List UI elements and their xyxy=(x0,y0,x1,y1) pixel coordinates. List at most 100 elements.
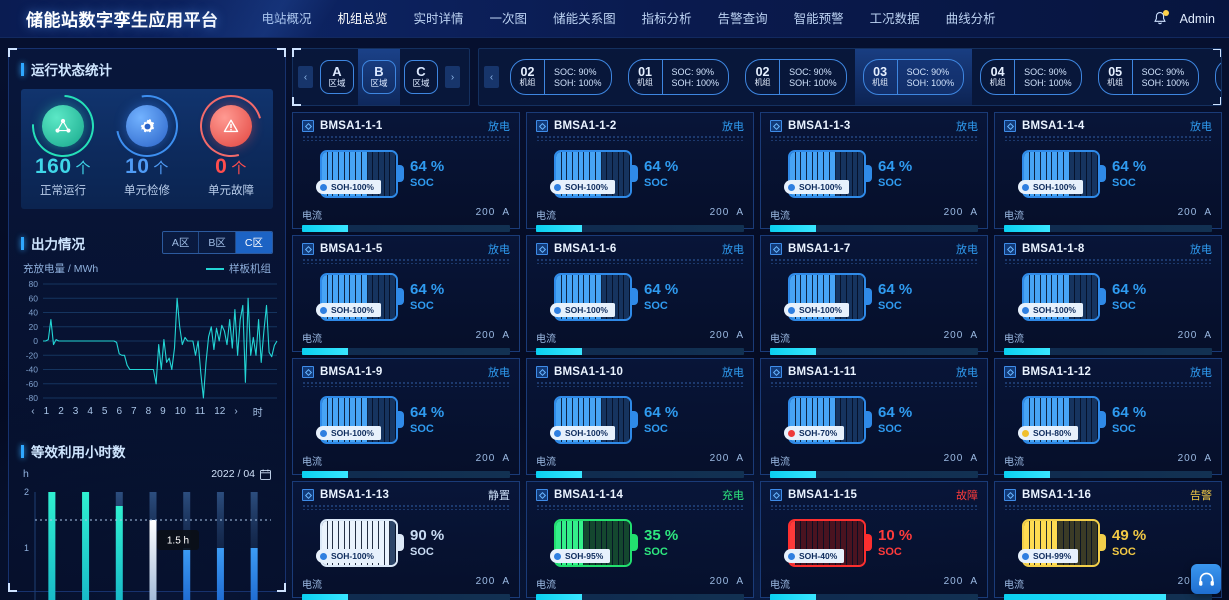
battery-card[interactable]: BMSA1-1-13 静置 SOH-100% 90 % SOC 电流 200 A xyxy=(292,481,520,600)
nav-item-4[interactable]: 一次图 xyxy=(489,11,528,26)
nav-item-5[interactable]: 储能关系图 xyxy=(553,11,616,26)
unit-metrics: SOC: 90% SOH: 100% xyxy=(545,60,611,94)
zone-button-A[interactable]: A 区域 xyxy=(316,49,358,105)
nav-item-8[interactable]: 智能预警 xyxy=(793,11,844,26)
battery-cell xyxy=(1092,521,1098,565)
status-stat-2: 10 个单元检修 xyxy=(105,100,188,197)
battery-cell xyxy=(390,398,396,442)
battery-cell xyxy=(801,275,808,319)
battery-cell xyxy=(327,521,334,565)
hours-chart-header: h 2022 / 04 xyxy=(9,461,285,480)
battery-cell xyxy=(356,152,362,196)
battery-card[interactable]: BMSA1-1-4 放电 SOH-100% 64 % SOC 电流 200 A xyxy=(994,112,1222,232)
zone-button-B[interactable]: B 区域 xyxy=(358,49,400,105)
output-legend: 样板机组 xyxy=(206,261,271,276)
hours-panel-title: 等效利用小时数 xyxy=(9,431,285,461)
battery-card[interactable]: BMSA1-1-11 放电 SOH-70% 64 % SOC 电流 200 A xyxy=(760,358,988,478)
unit-button-5[interactable]: 04 机组 SOC: 90% SOH: 100% xyxy=(972,49,1090,105)
nav-item-2[interactable]: 机组总览 xyxy=(337,11,388,26)
nav-item-3[interactable]: 实时详情 xyxy=(413,11,464,26)
unit-button-2[interactable]: 01 机组 SOC: 90% SOH: 100% xyxy=(620,49,738,105)
bell-icon[interactable] xyxy=(1152,10,1169,27)
battery-cell xyxy=(846,275,853,319)
output-zone-tab-C区[interactable]: C区 xyxy=(234,232,272,253)
unit-button-1[interactable]: 02 机组 SOC: 90% SOH: 100% xyxy=(502,49,620,105)
card-footer: 电流 200 A xyxy=(1004,326,1212,355)
battery-cell xyxy=(356,398,362,442)
notification-badge-dot xyxy=(1162,10,1169,16)
unit-button-6[interactable]: 05 机组 SOC: 90% SOH: 100% xyxy=(1090,49,1208,105)
nav-item-9[interactable]: 工况数据 xyxy=(869,11,920,26)
battery-graphic: SOH-100% xyxy=(550,150,638,198)
battery-card[interactable]: BMSA1-1-3 放电 SOH-100% 64 % SOC 电流 200 A xyxy=(760,112,988,232)
battery-card[interactable]: BMSA1-1-14 充电 SOH-95% 35 % SOC 电流 200 A xyxy=(526,481,754,600)
unit-button-7[interactable]: 06机组SOC: 90%SOH: 100% xyxy=(1207,49,1221,105)
user-menu[interactable]: Admin xyxy=(1179,12,1215,26)
xaxis-next-button[interactable]: › xyxy=(234,406,238,417)
month-picker[interactable]: 2022 / 04 xyxy=(211,468,271,480)
support-button[interactable] xyxy=(1191,564,1221,594)
battery-card[interactable]: BMSA1-1-6 放电 SOH-100% 64 % SOC 电流 200 A xyxy=(526,235,754,355)
unit-list: 02 机组 SOC: 90% SOH: 100% 01 机组 SOC: 90% SOH: 10… xyxy=(502,49,1221,105)
battery-cell xyxy=(790,275,796,319)
battery-cell xyxy=(1035,398,1042,442)
nav-item-6[interactable]: 指标分析 xyxy=(641,11,692,26)
current-value: 200 A xyxy=(1177,453,1212,464)
battery-module-icon xyxy=(536,366,548,378)
headset-support-icon xyxy=(1198,572,1214,586)
card-title: BMSA1-1-1 xyxy=(320,120,383,132)
battery-card[interactable]: BMSA1-1-1 放电 SOH-100% 64 % SOC 电流 200 A xyxy=(292,112,520,232)
battery-card-grid: BMSA1-1-1 放电 SOH-100% 64 % SOC 电流 200 A BMSA1-1… xyxy=(292,112,1222,600)
card-footer: 电流 200 A xyxy=(770,326,978,355)
soh-status-dot xyxy=(788,552,795,560)
unit-prev-button[interactable]: ‹ xyxy=(484,66,499,88)
battery-card[interactable]: BMSA1-1-7 放电 SOH-100% 64 % SOC 电流 200 A xyxy=(760,235,988,355)
battery-graphic: SOH-99% xyxy=(1018,519,1106,567)
battery-card[interactable]: BMSA1-1-2 放电 SOH-100% 64 % SOC 电流 200 A xyxy=(526,112,754,232)
battery-card[interactable]: BMSA1-1-15 故障 SOH-40% 10 % SOC 电流 200 A xyxy=(760,481,988,600)
card-title-wrap: BMSA1-1-6 xyxy=(536,243,617,255)
battery-card[interactable]: BMSA1-1-9 放电 SOH-100% 64 % SOC 电流 200 A xyxy=(292,358,520,478)
unit-button-4[interactable]: 03 机组 SOC: 90% SOH: 100% xyxy=(854,49,973,105)
battery-graphic: SOH-100% xyxy=(784,273,872,321)
output-zone-tab-B区[interactable]: B区 xyxy=(198,232,235,253)
nav-item-7[interactable]: 告警查询 xyxy=(717,11,768,26)
soh-status-dot xyxy=(1022,183,1029,191)
soh-status-dot xyxy=(554,552,561,560)
card-footer: 电流 200 A xyxy=(770,572,978,600)
soh-status-dot xyxy=(320,306,327,314)
battery-card[interactable]: BMSA1-1-12 放电 SOH-80% 64 % SOC 电流 200 A xyxy=(994,358,1222,478)
soh-status-dot xyxy=(320,183,327,191)
soh-tag: SOH-100% xyxy=(550,303,615,317)
current-value: 200 A xyxy=(943,330,978,341)
nav-item-1[interactable]: 电站概况 xyxy=(261,11,312,26)
xaxis-prev-button[interactable]: ‹ xyxy=(31,406,35,417)
unit-button-3[interactable]: 02 机组 SOC: 90% SOH: 100% xyxy=(737,49,855,105)
battery-cell xyxy=(567,275,574,319)
hours-unit-label: h xyxy=(23,468,29,480)
card-dot-pattern xyxy=(302,504,510,510)
battery-card[interactable]: BMSA1-1-10 放电 SOH-100% 64 % SOC 电流 200 A xyxy=(526,358,754,478)
output-zone-tab-A区[interactable]: A区 xyxy=(162,232,199,253)
zone-prev-button[interactable]: ‹ xyxy=(298,66,313,88)
battery-cell xyxy=(858,398,864,442)
soc-unit: SOC xyxy=(410,422,434,435)
battery-cell xyxy=(327,398,334,442)
battery-card[interactable]: BMSA1-1-5 放电 SOH-100% 64 % SOC 电流 200 A xyxy=(292,235,520,355)
current-label: 电流 xyxy=(302,334,322,345)
zone-button-C[interactable]: C 区域 xyxy=(400,49,442,105)
battery-cell xyxy=(1080,275,1087,319)
card-status-badge: 放电 xyxy=(1190,244,1212,256)
soc-value: 64 % xyxy=(644,280,679,298)
soh-value: SOH-80% xyxy=(1033,428,1072,438)
battery-terminal xyxy=(1100,534,1106,551)
nav-item-10[interactable]: 曲线分析 xyxy=(945,11,996,26)
card-status-badge: 放电 xyxy=(956,244,978,256)
svg-text:-40: -40 xyxy=(26,365,39,375)
battery-card[interactable]: BMSA1-1-8 放电 SOH-100% 64 % SOC 电流 200 A xyxy=(994,235,1222,355)
soh-status-dot xyxy=(1022,552,1029,560)
soc-unit: SOC xyxy=(644,422,668,435)
zone-next-button[interactable]: › xyxy=(445,66,460,88)
